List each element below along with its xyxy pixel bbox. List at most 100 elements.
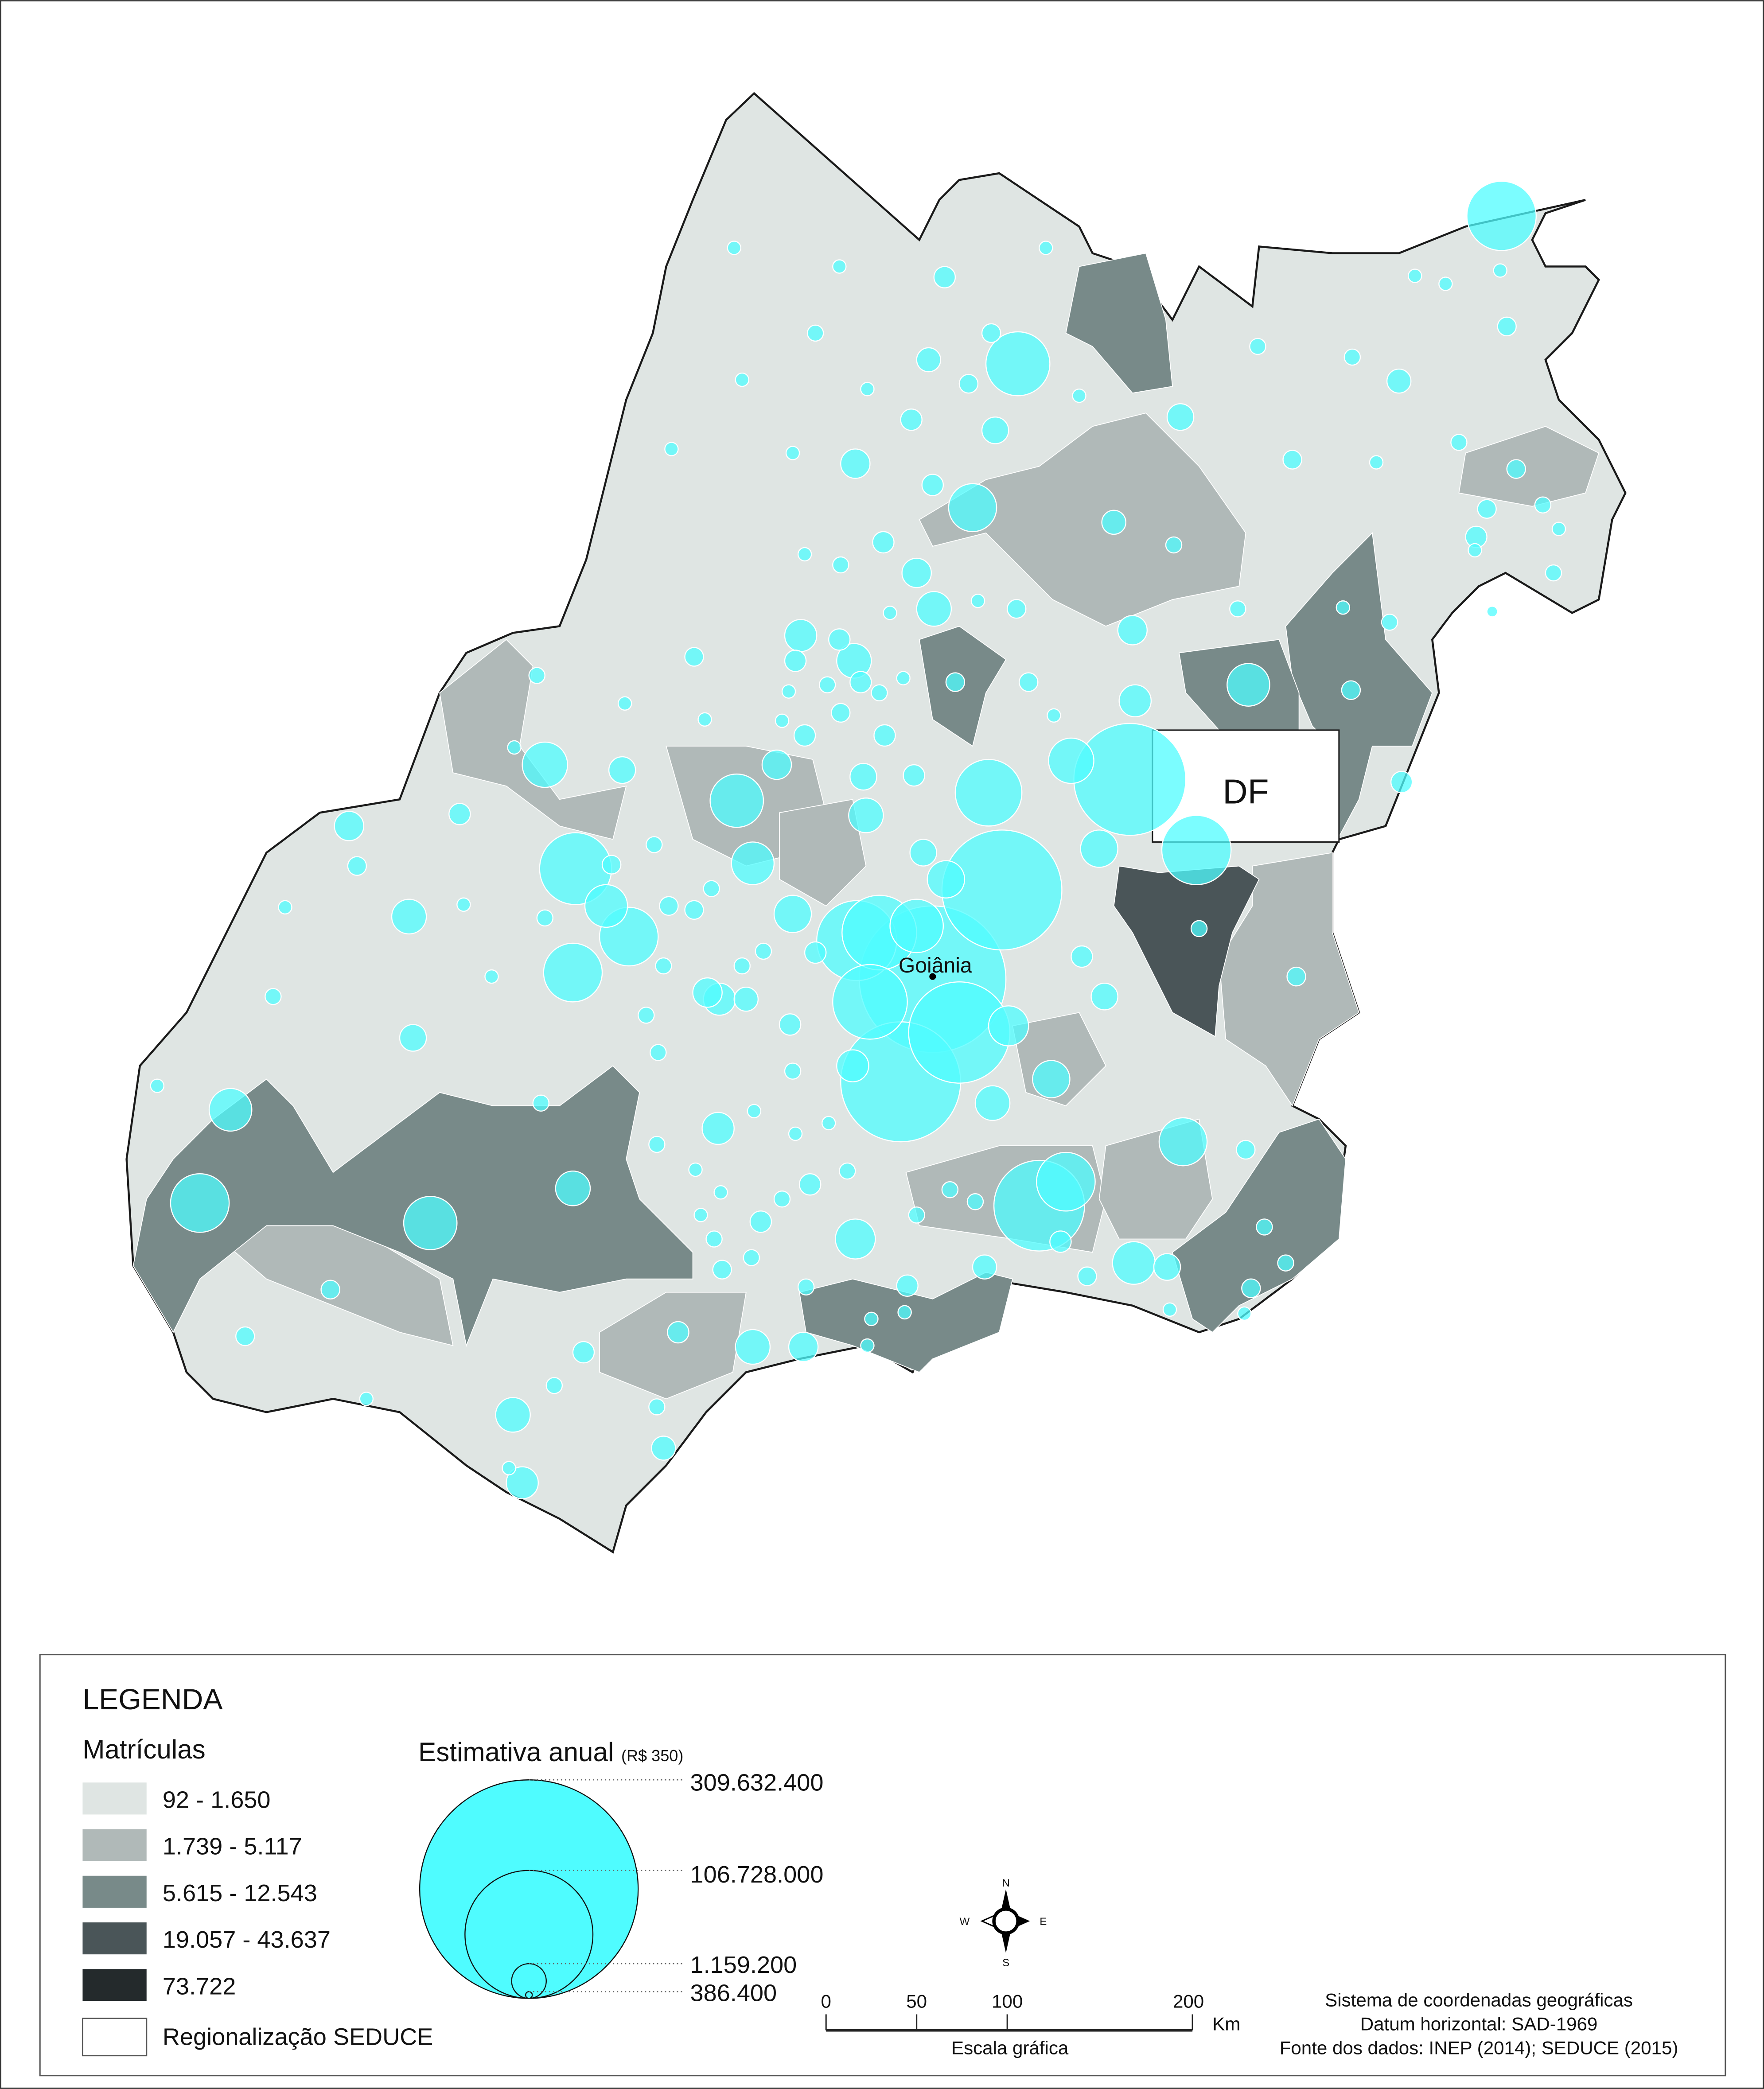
- estimate-circle: [784, 650, 807, 672]
- scale-tick: 100: [992, 1991, 1023, 2011]
- estimate-circle: [1450, 434, 1468, 451]
- estimate-circle: [208, 1088, 253, 1132]
- estimate-circle: [1477, 499, 1497, 519]
- estimate-circle: [1249, 338, 1266, 355]
- estimate-circle: [1286, 966, 1306, 987]
- estimate-circle: [1386, 368, 1412, 394]
- estimate-circle: [1241, 1278, 1261, 1298]
- compass-s: S: [1002, 1957, 1009, 1969]
- compass-rose: N S W E: [960, 1877, 1047, 1969]
- region: [1458, 426, 1600, 507]
- estimate-circle: [871, 684, 888, 701]
- estimate-circle: [945, 672, 966, 692]
- estimate-circle: [988, 1005, 1029, 1046]
- capital-dot: [929, 973, 936, 980]
- estimate-circle: [697, 712, 712, 727]
- df-label: DF: [1223, 772, 1269, 811]
- estimate-circle: [896, 671, 911, 685]
- legend-circle-value: 106.728.000: [690, 1861, 824, 1888]
- estimate-circle: [900, 408, 923, 431]
- estimate-circle: [981, 323, 1001, 343]
- estimate-circle: [773, 1190, 791, 1208]
- estimate-circle: [655, 957, 672, 975]
- estimate-circle: [818, 676, 836, 693]
- class-swatch: [82, 1922, 147, 1955]
- class-swatch: [82, 1782, 147, 1815]
- estimate-circle: [235, 1326, 255, 1346]
- estimate-circle: [1073, 723, 1187, 836]
- estimate-circle: [703, 880, 720, 897]
- estimate-circle: [970, 593, 985, 608]
- estimate-circle: [860, 1338, 875, 1353]
- estimate-circle: [684, 647, 704, 667]
- estimate-circle: [828, 628, 851, 651]
- estimate-circle: [916, 591, 952, 627]
- estimate-circle: [773, 895, 812, 934]
- estimate-circle: [1047, 708, 1061, 723]
- estimate-circle: [659, 896, 679, 916]
- legend-box: LEGENDA Matrículas 92 - 1.650 1.739 - 5.1…: [39, 1654, 1726, 2077]
- estimate-circle: [897, 1305, 912, 1320]
- estimate-circle: [954, 759, 1023, 827]
- estimate-circle: [543, 942, 603, 1003]
- estimate-circle: [916, 347, 942, 373]
- estimate-circle: [648, 1136, 666, 1153]
- estimate-circle: [506, 1466, 539, 1500]
- estimate-circle: [901, 557, 932, 588]
- scale-caption: Escala gráfica: [951, 2038, 1069, 2058]
- estimate-circle: [648, 1398, 666, 1416]
- estimate-circle: [784, 619, 818, 652]
- estimate-circle: [981, 416, 1009, 444]
- estimate-circle: [804, 941, 827, 964]
- estimate-circle: [831, 703, 851, 723]
- estimate-circle: [798, 1173, 822, 1196]
- estimate-circle: [1545, 564, 1562, 582]
- legend-title: LEGENDA: [82, 1683, 222, 1716]
- estimate-circle: [1018, 672, 1039, 692]
- estimate-circle: [1506, 459, 1526, 479]
- estimate-circle: [701, 1112, 735, 1145]
- estimate-circle: [688, 1162, 703, 1177]
- scale-tick: 200: [1173, 1991, 1204, 2011]
- estimativa-title: Estimativa anual (R$ 350): [418, 1737, 683, 1767]
- estimate-circle: [1227, 663, 1270, 707]
- estimate-circle: [601, 855, 622, 875]
- estimate-circle: [1158, 1117, 1208, 1167]
- credit-line: Sistema de coordenadas geográficas: [1325, 1989, 1633, 2010]
- estimate-circle: [974, 1085, 1011, 1121]
- estimate-circle: [849, 762, 877, 791]
- compass-icon: [992, 1907, 1020, 1935]
- estimate-circle: [1486, 606, 1498, 618]
- estimate-circle: [948, 483, 997, 533]
- estimate-circle: [849, 671, 872, 693]
- compass-n: N: [1002, 1877, 1009, 1889]
- estimate-circle: [755, 942, 772, 960]
- estimate-circle: [1282, 450, 1302, 470]
- boundary-label: Regionalização SEDUCE: [163, 2024, 433, 2050]
- legend-circle-value: 1.159.200: [690, 1952, 797, 1978]
- estimate-circle: [832, 556, 849, 574]
- region: [599, 1292, 747, 1400]
- compass-e: E: [1040, 1916, 1047, 1928]
- estimate-circle: [1032, 1060, 1071, 1098]
- estimate-circle: [572, 1341, 595, 1364]
- estimate-circle: [921, 474, 944, 496]
- estimate-circle: [507, 740, 522, 755]
- estimate-circle: [749, 1210, 772, 1233]
- estimate-circle: [1118, 684, 1152, 718]
- goias-map: DF Goiânia: [125, 92, 1627, 1554]
- estimate-circle: [709, 773, 764, 828]
- estimate-circle: [713, 1185, 728, 1200]
- class-label: 73.722: [163, 1973, 236, 2000]
- estimate-circle: [779, 1013, 802, 1036]
- estimate-circle: [873, 724, 896, 747]
- estimate-circle: [747, 1104, 762, 1119]
- estimate-circle: [1381, 614, 1398, 631]
- estimate-circle: [1161, 815, 1232, 885]
- estimate-circle: [638, 1007, 655, 1024]
- estimate-circle: [872, 531, 895, 554]
- estimate-circle: [966, 1193, 984, 1210]
- estimate-circle: [821, 1116, 836, 1131]
- estimate-circle: [1112, 1241, 1156, 1285]
